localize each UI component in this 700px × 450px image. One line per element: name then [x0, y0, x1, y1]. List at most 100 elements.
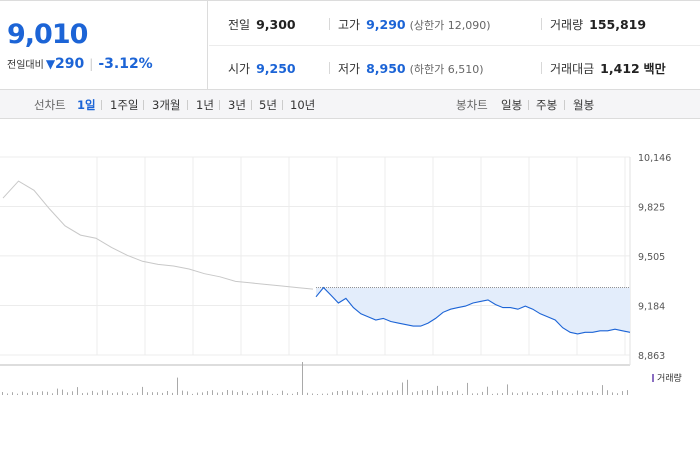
volume-bar — [12, 392, 13, 395]
line-chart-label: 선차트 — [34, 98, 66, 112]
volume-bar — [487, 386, 488, 395]
volume-bar — [27, 392, 28, 395]
volume-bar — [442, 391, 443, 395]
volume-bar — [222, 392, 223, 395]
volume-bar — [457, 390, 458, 395]
candle-monthly[interactable]: 월봉 — [573, 98, 595, 112]
volume-bar — [417, 391, 418, 395]
toolbar-divider — [564, 100, 565, 110]
period-10y[interactable]: 10년 — [290, 98, 316, 112]
volume-bar — [187, 391, 188, 395]
high-value: 9,290 — [366, 17, 406, 32]
change-divider: | — [89, 57, 94, 71]
volume-bar — [162, 392, 163, 395]
volume-bar — [502, 393, 503, 395]
volume-bar — [72, 391, 73, 395]
volume-bar — [472, 393, 473, 395]
down-triangle-icon: ▼ — [45, 57, 56, 71]
volume-bar — [397, 390, 398, 395]
volume-bar — [552, 391, 553, 395]
volume-bar — [227, 390, 228, 395]
candle-chart-label: 봉차트 — [456, 98, 488, 112]
y-tick-label: 8,863 — [638, 351, 665, 362]
toolbar-divider — [282, 100, 283, 110]
volume-bar — [7, 393, 8, 395]
volume-bar — [497, 393, 498, 395]
period-1y[interactable]: 1년 — [196, 98, 214, 112]
open-price: 시가 9,250 — [228, 60, 296, 77]
volume-bar — [372, 392, 373, 395]
price-chart: 10,146 9,825 9,505 9,184 8,863 거래량 — [0, 153, 682, 395]
change-percent: -3.12% — [98, 56, 153, 72]
volume-bar — [377, 391, 378, 395]
volume-bar — [272, 393, 273, 395]
volume-bar — [142, 386, 143, 395]
volume-bar — [337, 391, 338, 395]
candle-daily[interactable]: 일봉 — [501, 98, 523, 112]
volume-bar — [577, 390, 578, 395]
volume-bar — [392, 392, 393, 395]
volume-bar — [22, 391, 23, 395]
volume-bar — [152, 392, 153, 395]
chart-toolbar: 선차트 1일 1주일 3개월 1년 3년 5년 10년 봉차트 일봉 주봉 월봉 — [0, 90, 700, 119]
col-divider — [329, 62, 330, 74]
volume-bar — [627, 390, 628, 395]
volume-bar — [217, 392, 218, 395]
volume-bar — [277, 393, 278, 395]
volume-bar — [297, 392, 298, 395]
volume-bar — [212, 390, 213, 395]
candle-weekly[interactable]: 주봉 — [536, 98, 558, 112]
volume-bar — [517, 393, 518, 395]
volume-bar — [547, 393, 548, 395]
trade-amount: 거래대금 1,412 백만 — [550, 60, 666, 77]
price-fill-area — [316, 287, 630, 334]
high-label: 고가 — [338, 18, 361, 32]
volume: 거래량 155,819 — [550, 16, 646, 33]
volume-bar — [507, 384, 508, 395]
volume-bar — [567, 392, 568, 395]
volume-bar — [132, 393, 133, 395]
volume-bar — [572, 393, 573, 395]
volume-bar — [242, 390, 243, 395]
volume-bar — [352, 391, 353, 395]
amount-label: 거래대금 — [550, 62, 595, 76]
volume-bar — [62, 389, 63, 395]
volume-bar — [592, 391, 593, 395]
volume-bar — [452, 392, 453, 395]
volume-bar — [482, 391, 483, 395]
toolbar-divider — [187, 100, 188, 110]
low-label: 저가 — [338, 62, 361, 76]
volume-bar — [87, 392, 88, 395]
volume-bar — [147, 392, 148, 395]
col-divider — [329, 18, 330, 30]
volume-bar — [367, 393, 368, 395]
volume-bar — [32, 391, 33, 395]
period-3m[interactable]: 3개월 — [152, 98, 181, 112]
volume-bar — [532, 393, 533, 395]
volume-bar — [362, 390, 363, 395]
volume-bar — [437, 385, 438, 395]
col-divider — [541, 18, 542, 30]
period-1w[interactable]: 1주일 — [110, 98, 139, 112]
volume-bar — [327, 393, 328, 395]
volume-bar — [527, 391, 528, 395]
volume-bar — [512, 392, 513, 395]
volume-bar — [622, 391, 623, 395]
change-value: 290 — [55, 56, 85, 72]
period-1d[interactable]: 1일 — [77, 98, 96, 112]
toolbar-divider — [143, 100, 144, 110]
toolbar-divider — [101, 100, 102, 110]
period-3y[interactable]: 3년 — [228, 98, 246, 112]
volume-bar — [122, 391, 123, 395]
col-divider — [541, 62, 542, 74]
summary-divider — [209, 45, 700, 46]
volume-bar — [82, 393, 83, 395]
low-value: 8,950 — [366, 61, 406, 76]
volume-bar — [322, 393, 323, 395]
period-5y[interactable]: 5년 — [259, 98, 277, 112]
volume-bar — [557, 390, 558, 395]
change-label: 전일대비 — [7, 60, 44, 71]
volume-value: 155,819 — [589, 17, 647, 32]
prev-close-label: 전일 — [228, 18, 251, 32]
volume-bar — [182, 390, 183, 395]
